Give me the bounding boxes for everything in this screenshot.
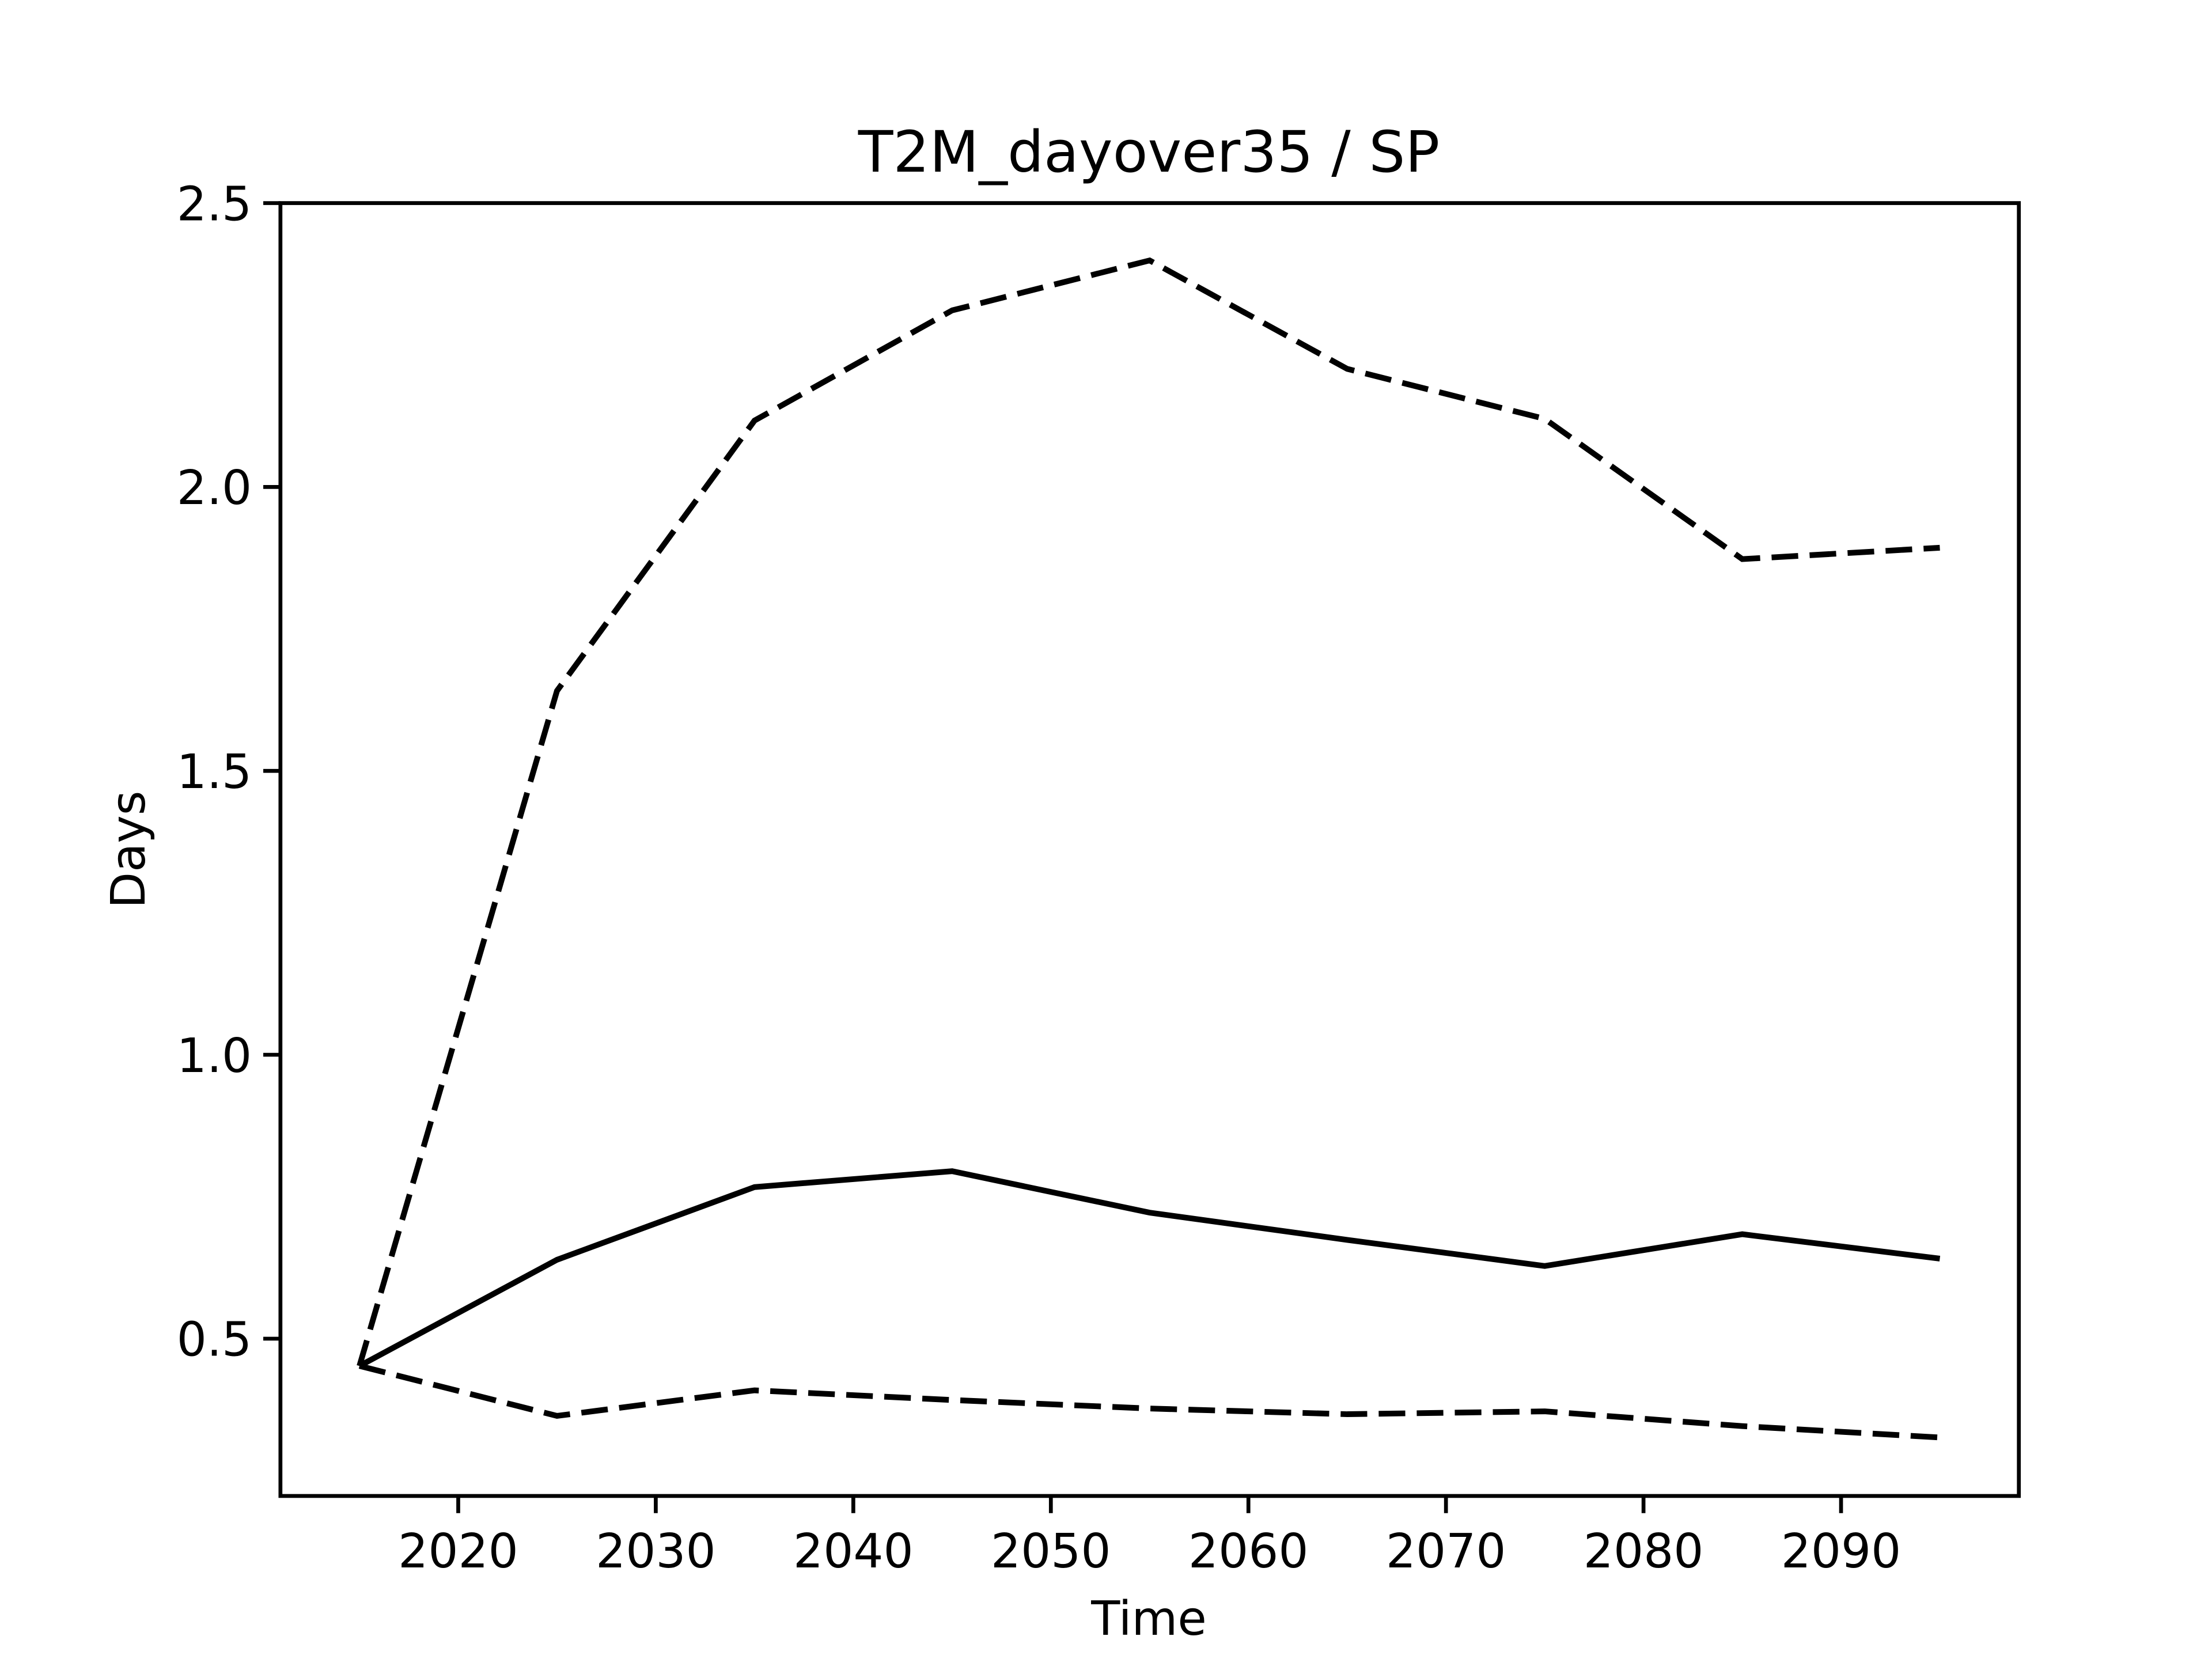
y-axis-label: Days [101,791,156,908]
y-tick-label: 2.0 [177,461,252,516]
x-tick-label: 2020 [398,1524,518,1579]
series-line [357,257,1940,1367]
x-tick-label: 2080 [1584,1524,1704,1579]
x-tick-label: 2060 [1188,1524,1309,1579]
series-line [358,1168,1941,1369]
x-tick-label: 2090 [1781,1524,1902,1579]
series-line [358,1363,1940,1441]
y-tick-label: 2.5 [177,177,252,232]
y-tick-label: 1.0 [177,1029,252,1084]
y-tick-label: 1.5 [177,745,252,800]
x-tick-label: 2030 [596,1524,716,1579]
x-tick-label: 2040 [793,1524,914,1579]
x-axis-label: Time [1090,1592,1207,1646]
chart-title: T2M_dayover35 / SP [858,119,1440,185]
x-tick-label: 2050 [991,1524,1111,1579]
plot-frame [278,201,2021,1498]
y-tick-label: 0.5 [177,1313,252,1368]
x-tick-label: 2070 [1386,1524,1506,1579]
